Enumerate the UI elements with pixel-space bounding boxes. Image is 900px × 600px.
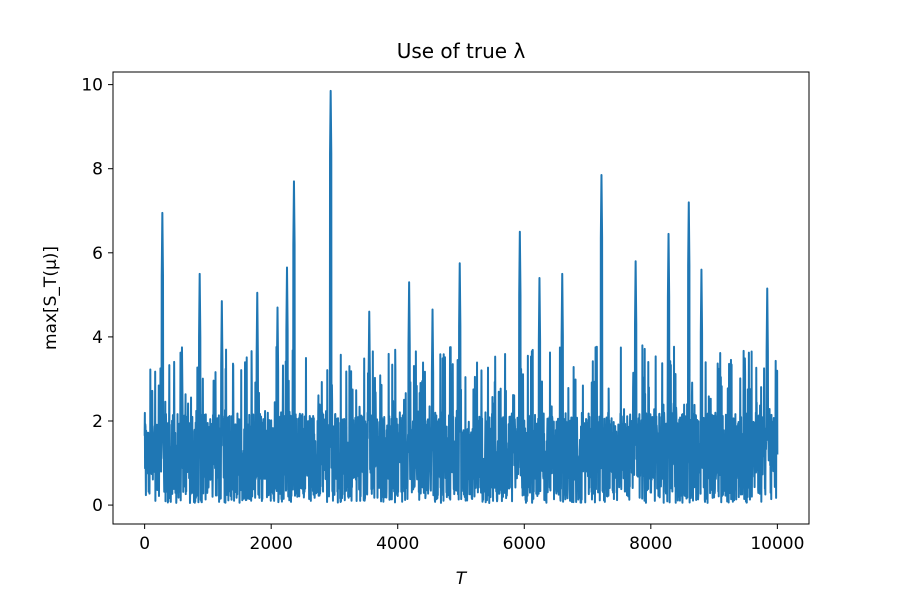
- plot-frame: [112, 71, 810, 525]
- y-tick-label: 2: [92, 412, 103, 432]
- y-axis: 0 2 4 6 8 10: [81, 76, 113, 516]
- y-tick-label: 10: [81, 76, 103, 96]
- y-tick-label: 6: [92, 244, 103, 264]
- y-tick-label: 4: [92, 328, 103, 348]
- x-tick-label: 2000: [250, 534, 293, 554]
- chart-title: Use of true λ: [397, 39, 526, 63]
- x-axis-title: T: [456, 569, 468, 589]
- y-axis-title: max[S_T(μ)]: [41, 246, 61, 350]
- x-axis: 0 2000 4000 6000 8000 10000: [139, 524, 804, 554]
- plot-area: [143, 89, 779, 504]
- y-tick-label: 8: [92, 160, 103, 180]
- y-tick-label: 0: [92, 496, 103, 516]
- x-tick-label: 8000: [629, 534, 672, 554]
- x-tick-label: 10000: [750, 534, 804, 554]
- x-tick-label: 6000: [503, 534, 546, 554]
- series-line: [143, 89, 779, 504]
- x-tick-label: 0: [139, 534, 150, 554]
- x-tick-label: 4000: [376, 534, 419, 554]
